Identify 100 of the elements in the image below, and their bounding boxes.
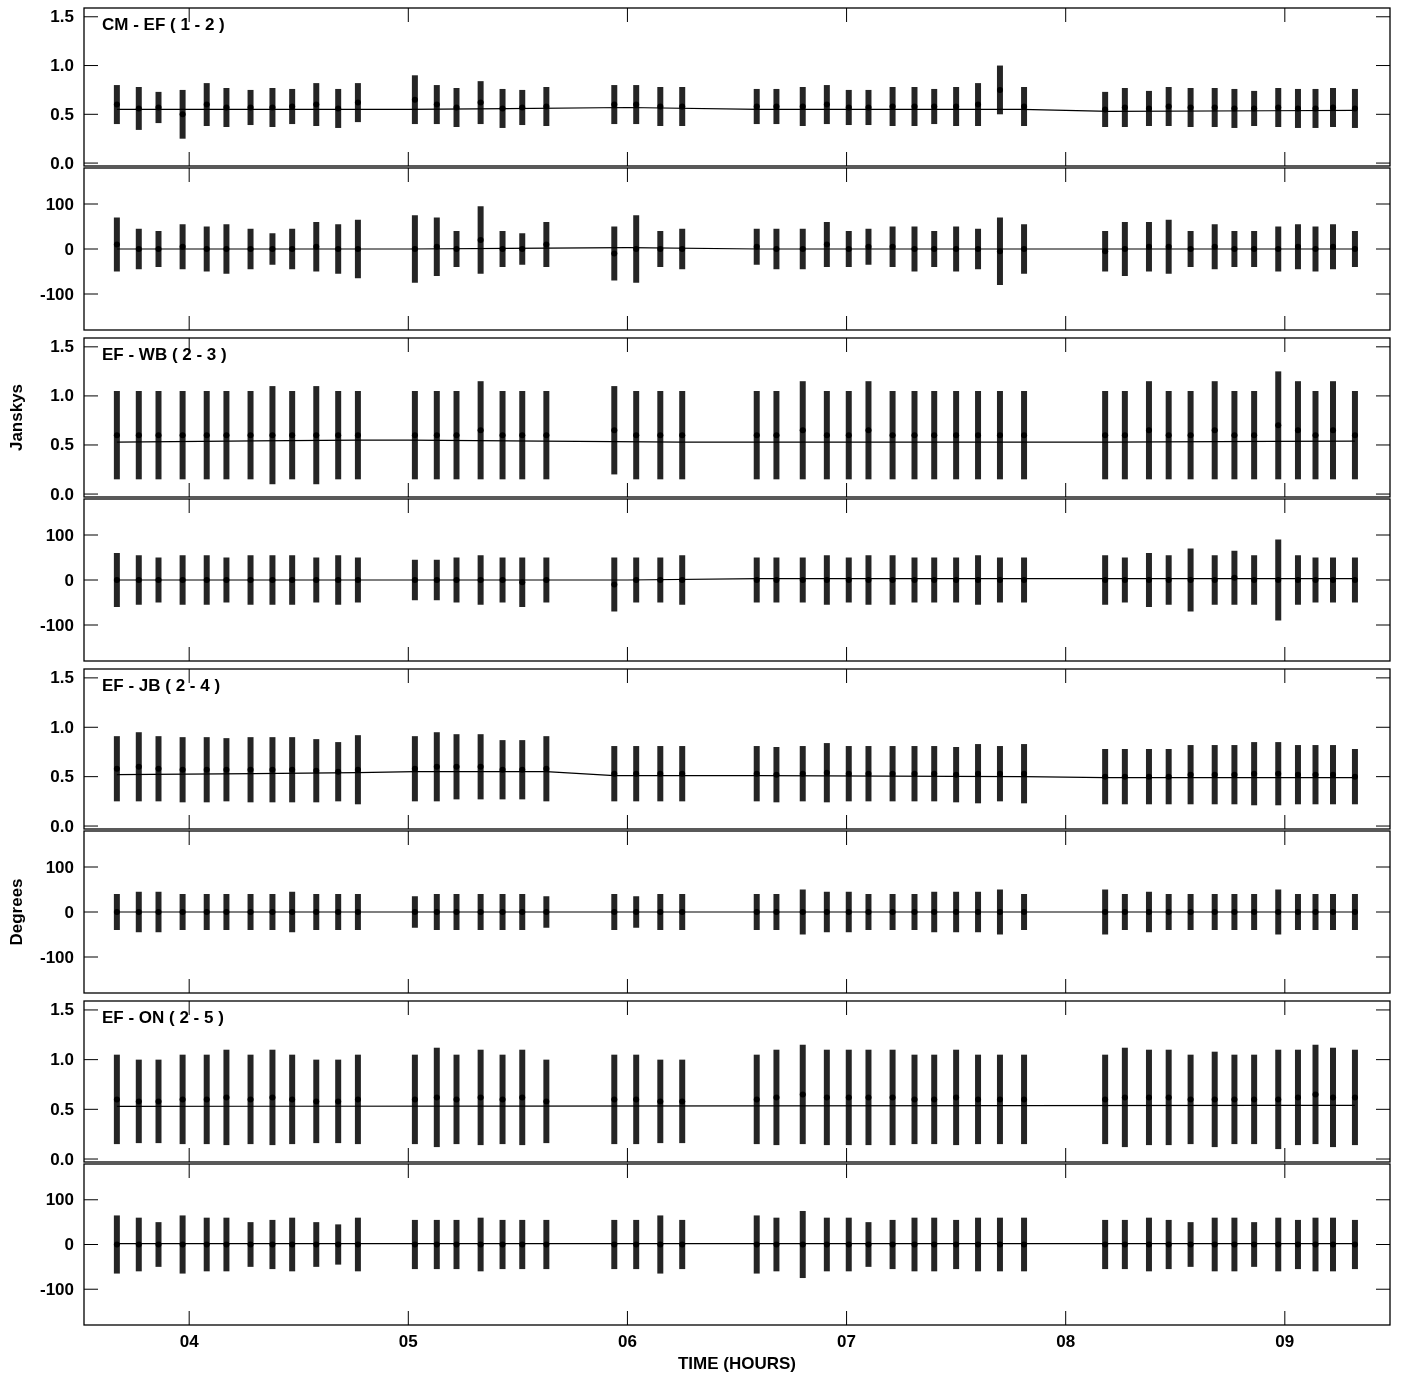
point bbox=[773, 1094, 780, 1101]
point bbox=[335, 768, 342, 775]
point bbox=[799, 1091, 806, 1098]
point bbox=[179, 1096, 186, 1103]
point bbox=[1251, 770, 1258, 777]
point bbox=[477, 577, 484, 583]
point bbox=[113, 765, 120, 772]
point bbox=[1187, 432, 1194, 439]
point bbox=[889, 103, 896, 110]
point bbox=[269, 246, 276, 252]
point bbox=[1187, 246, 1194, 252]
point bbox=[1187, 577, 1194, 583]
y-tick-label: 0 bbox=[64, 1235, 74, 1254]
x-tick-label: 04 bbox=[179, 1332, 200, 1351]
y-tick-label: 100 bbox=[45, 1190, 74, 1210]
y-tick-label: 0.5 bbox=[50, 767, 74, 787]
point bbox=[155, 765, 162, 772]
point bbox=[1211, 1096, 1218, 1103]
point bbox=[911, 246, 918, 252]
point bbox=[1275, 422, 1282, 429]
point bbox=[135, 577, 142, 583]
point bbox=[477, 99, 484, 106]
y-tick-label: 100 bbox=[45, 857, 74, 877]
point bbox=[799, 770, 806, 777]
point bbox=[519, 579, 526, 586]
point bbox=[1187, 104, 1194, 111]
point bbox=[823, 101, 830, 108]
point bbox=[543, 241, 550, 248]
y-tick-label: 0.0 bbox=[50, 484, 74, 504]
point bbox=[1294, 427, 1301, 434]
y-tick-label: 1.5 bbox=[50, 7, 74, 27]
point bbox=[753, 432, 760, 439]
point bbox=[411, 432, 418, 439]
point bbox=[269, 577, 276, 583]
point bbox=[931, 246, 938, 252]
point bbox=[1251, 246, 1258, 252]
y-tick-label: 0 bbox=[64, 239, 74, 259]
point bbox=[931, 1096, 938, 1103]
point bbox=[1102, 773, 1109, 780]
point bbox=[289, 246, 296, 252]
point bbox=[223, 246, 230, 252]
point bbox=[1021, 1096, 1028, 1103]
y-tick-label: 1.0 bbox=[50, 386, 74, 406]
point bbox=[1211, 104, 1218, 111]
point bbox=[1351, 432, 1358, 439]
point bbox=[477, 1094, 484, 1101]
point bbox=[247, 246, 254, 252]
point bbox=[155, 432, 162, 439]
point bbox=[543, 577, 550, 583]
point bbox=[155, 577, 162, 583]
point bbox=[313, 767, 320, 774]
point bbox=[931, 770, 938, 777]
point bbox=[996, 577, 1003, 583]
point bbox=[1211, 243, 1218, 250]
point bbox=[411, 577, 418, 583]
point bbox=[799, 427, 806, 434]
point bbox=[335, 577, 342, 583]
point bbox=[1275, 770, 1282, 777]
point bbox=[155, 104, 162, 111]
point bbox=[773, 577, 780, 583]
point bbox=[247, 104, 254, 111]
point bbox=[1330, 427, 1337, 434]
point bbox=[354, 766, 361, 773]
y-tick-label: 1.5 bbox=[50, 337, 74, 357]
point bbox=[453, 763, 460, 770]
point bbox=[203, 432, 210, 439]
point bbox=[519, 104, 526, 111]
point bbox=[453, 1096, 460, 1103]
point bbox=[633, 1096, 640, 1103]
point bbox=[823, 241, 830, 248]
point bbox=[113, 432, 120, 439]
y-tick-label: 0 bbox=[64, 902, 74, 922]
point bbox=[354, 577, 361, 583]
y-tick-label: 1.0 bbox=[50, 1050, 74, 1070]
point bbox=[889, 577, 896, 583]
point bbox=[657, 770, 664, 777]
point bbox=[911, 1096, 918, 1103]
point bbox=[953, 103, 960, 110]
point bbox=[135, 246, 142, 252]
point bbox=[499, 105, 506, 112]
point bbox=[845, 577, 852, 583]
point bbox=[1211, 771, 1218, 778]
point bbox=[679, 246, 686, 252]
point bbox=[1102, 106, 1109, 113]
point bbox=[289, 103, 296, 110]
point bbox=[611, 250, 618, 257]
point bbox=[179, 243, 186, 250]
point bbox=[633, 246, 640, 252]
point bbox=[354, 432, 361, 439]
point bbox=[996, 86, 1003, 93]
point bbox=[1351, 577, 1358, 583]
point bbox=[203, 1096, 210, 1103]
point bbox=[1330, 577, 1337, 583]
point bbox=[1351, 246, 1358, 252]
point bbox=[823, 769, 830, 776]
point bbox=[499, 1096, 506, 1103]
chart-title: EF - ON ( 2 - 5 ) bbox=[102, 1008, 224, 1027]
point bbox=[1165, 243, 1172, 250]
point bbox=[203, 101, 210, 108]
point bbox=[996, 770, 1003, 777]
